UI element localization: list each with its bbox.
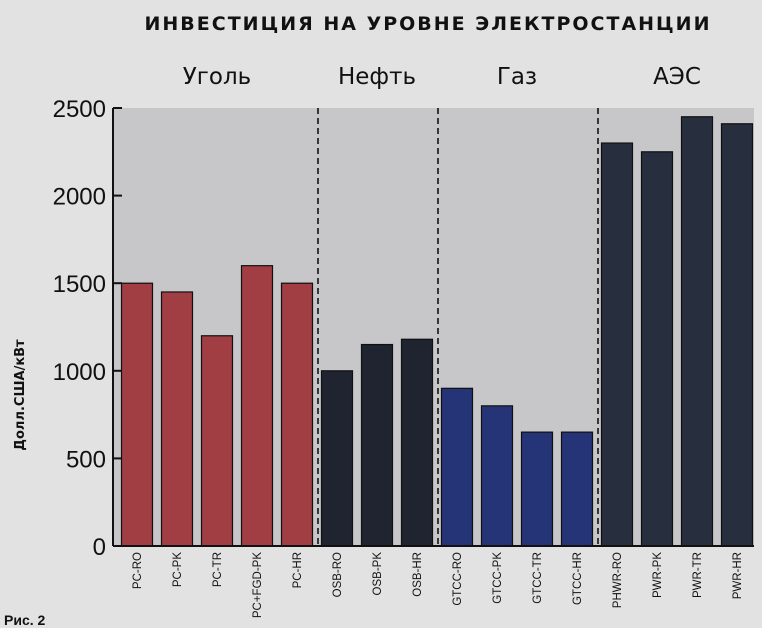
bar bbox=[240, 265, 274, 547]
y-tick-label: 500 bbox=[66, 446, 106, 473]
y-tick-label: 2000 bbox=[53, 184, 106, 211]
category-labels: PC-RO PC-PK PC-TR PC+FGD-PK PC-HR OSB-RO OSB-P… bbox=[132, 552, 744, 618]
category-label: GTCC-RO bbox=[452, 552, 464, 606]
bar bbox=[400, 338, 434, 547]
bar bbox=[200, 335, 234, 547]
category-label: GTCC-TR bbox=[532, 552, 544, 604]
group-labels: Уголь Нефть Газ АЭС bbox=[183, 64, 701, 90]
category-label: OSB-PK bbox=[372, 552, 384, 596]
category-label: GTCC-PK bbox=[492, 552, 504, 604]
bar bbox=[720, 123, 754, 547]
bar bbox=[440, 387, 474, 547]
category-label: PWR-HR bbox=[732, 552, 744, 599]
bar bbox=[360, 343, 394, 547]
figure-caption: Рис. 2 bbox=[4, 612, 46, 628]
bar bbox=[560, 431, 594, 547]
group-separators bbox=[317, 108, 599, 546]
category-label: GTCC-HR bbox=[572, 552, 584, 605]
y-tick-label: 2500 bbox=[53, 96, 106, 123]
category-label: PC-PK bbox=[172, 552, 184, 587]
bar bbox=[320, 370, 354, 547]
y-tick-label: 1500 bbox=[53, 271, 106, 298]
bar bbox=[480, 405, 514, 547]
y-axis-ticks: 0 500 1000 1500 2000 2500 bbox=[53, 96, 122, 561]
bar bbox=[280, 282, 314, 547]
group-label: Нефть bbox=[338, 64, 416, 90]
category-label: PWR-TR bbox=[692, 552, 704, 598]
category-label: PHWR-RO bbox=[612, 552, 624, 608]
bars-layer bbox=[120, 116, 754, 547]
bar bbox=[680, 116, 714, 547]
bar bbox=[640, 151, 674, 547]
group-label: АЭС bbox=[653, 64, 701, 90]
y-tick-label: 1000 bbox=[53, 359, 106, 386]
bar bbox=[520, 431, 554, 547]
category-label: PC-HR bbox=[292, 552, 304, 588]
category-label: PC-RO bbox=[132, 552, 144, 589]
y-tick-label: 0 bbox=[93, 534, 106, 561]
y-axis-label: Долл.США/кВт bbox=[13, 339, 28, 451]
category-label: PWR-PK bbox=[652, 552, 664, 598]
category-label: PC-TR bbox=[212, 552, 224, 587]
bar bbox=[160, 291, 194, 547]
group-label: Газ bbox=[497, 64, 537, 90]
bar bbox=[120, 282, 154, 547]
group-label: Уголь bbox=[183, 64, 251, 90]
category-label: OSB-HR bbox=[412, 552, 424, 597]
category-label: OSB-RO bbox=[332, 552, 344, 597]
chart-title: ИНВЕСТИЦИЯ НА УРОВНЕ ЭЛЕКТРОСТАНЦИИ bbox=[145, 13, 712, 35]
bar bbox=[600, 142, 634, 547]
category-label: PC+FGD-PK bbox=[252, 552, 264, 618]
